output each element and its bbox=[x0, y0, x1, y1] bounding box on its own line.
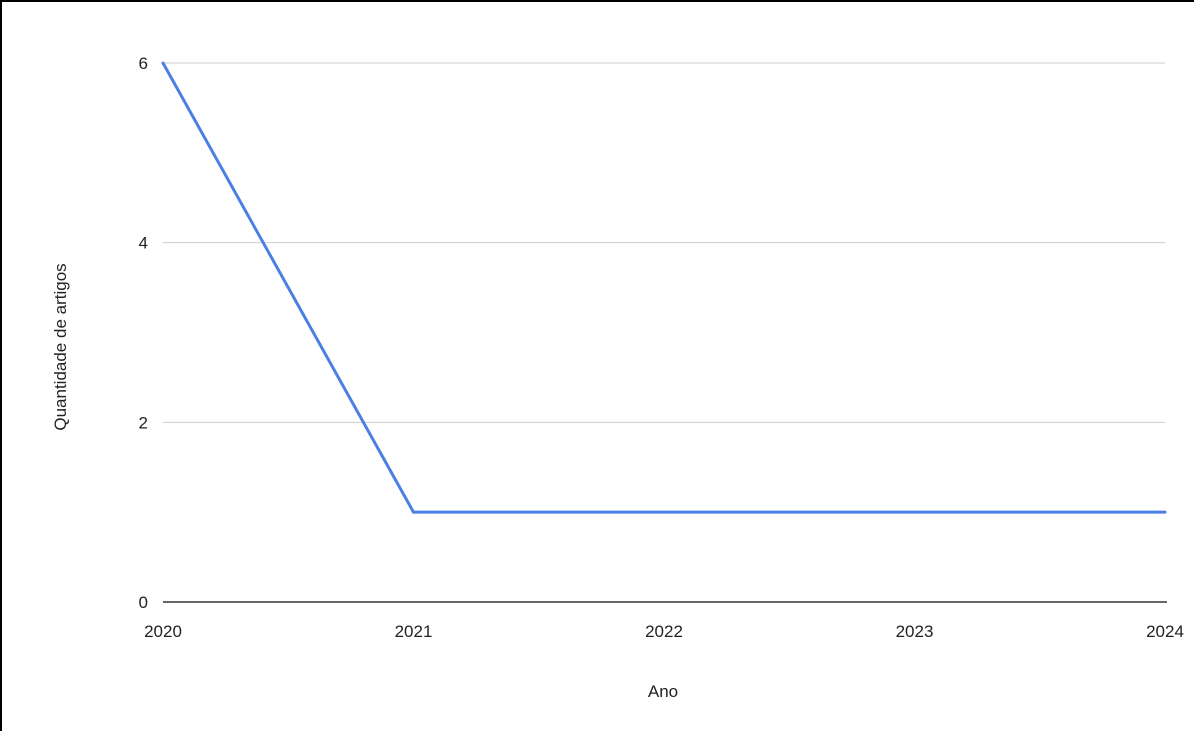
x-tick-label: 2024 bbox=[1146, 622, 1184, 641]
data-point bbox=[913, 510, 916, 514]
y-tick-label: 4 bbox=[139, 234, 148, 253]
grid-lines bbox=[163, 62, 1165, 423]
data-point bbox=[412, 510, 415, 514]
x-tick-label: 2020 bbox=[144, 622, 182, 641]
data-point bbox=[662, 510, 666, 514]
x-tick-label: 2023 bbox=[896, 622, 934, 641]
x-tick-label: 2021 bbox=[395, 622, 433, 641]
data-point bbox=[161, 61, 165, 65]
y-tick-label: 0 bbox=[139, 593, 148, 612]
x-tick-labels: 2020 2021 2022 2023 2024 bbox=[144, 622, 1184, 641]
data-point bbox=[1163, 510, 1167, 514]
series-layer bbox=[161, 61, 1167, 514]
y-tick-label: 6 bbox=[139, 54, 148, 73]
x-axis-title: Ano bbox=[648, 682, 678, 701]
y-axis-title: Quantidade de artigos bbox=[51, 263, 70, 430]
y-tick-label: 2 bbox=[139, 413, 148, 432]
x-tick-label: 2022 bbox=[645, 622, 683, 641]
y-tick-labels: 0 2 4 6 bbox=[139, 54, 148, 612]
series-line-0 bbox=[161, 62, 1165, 514]
